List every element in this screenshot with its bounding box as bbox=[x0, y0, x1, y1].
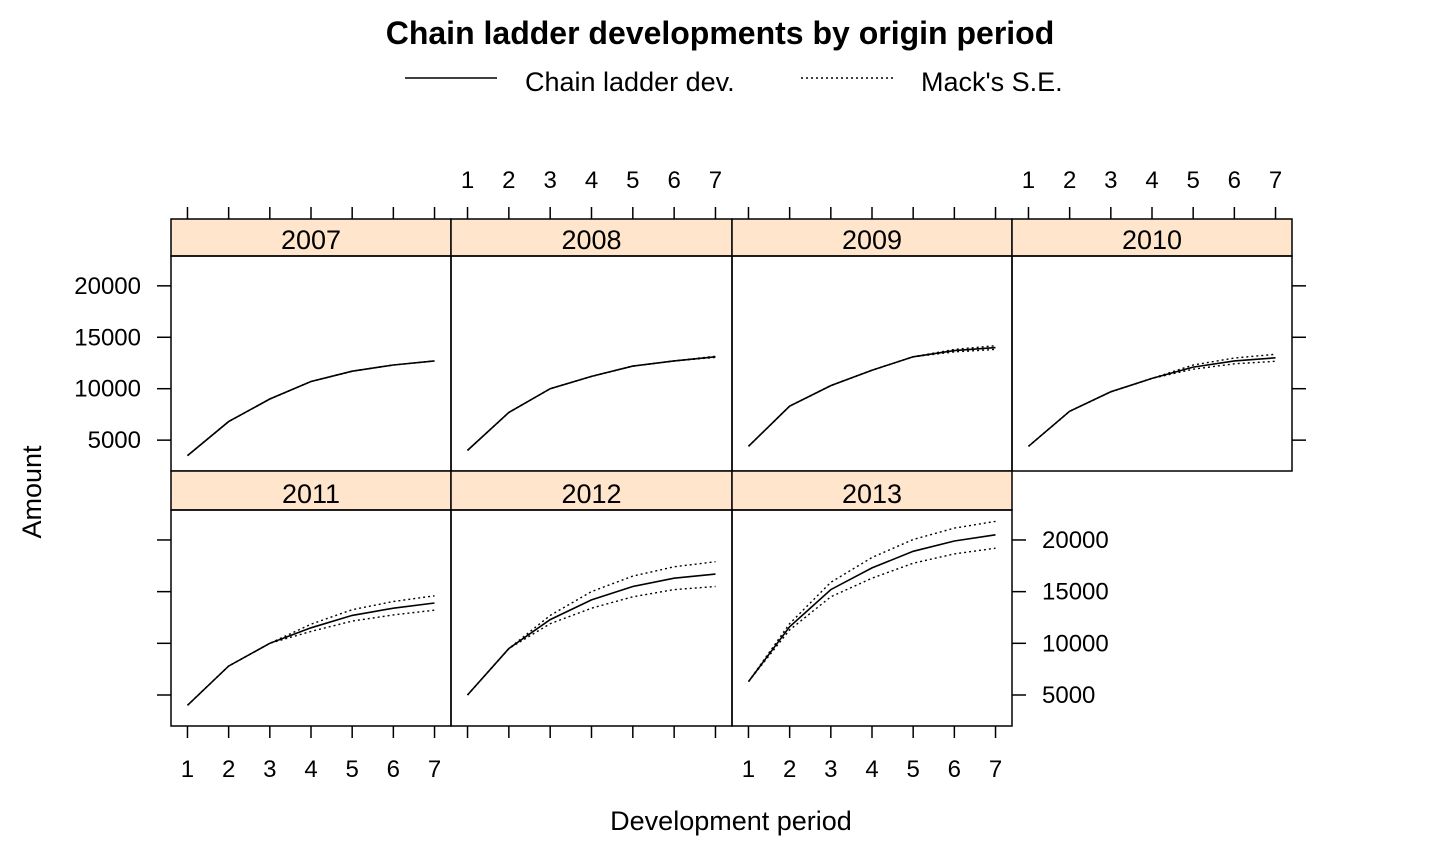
x-tick-label: 3 bbox=[543, 167, 556, 194]
x-tick-label: 7 bbox=[709, 167, 722, 194]
x-tick-label: 5 bbox=[345, 756, 358, 783]
series-line-se-upper-2010 bbox=[1028, 353, 1276, 447]
y-tick-label: 5000 bbox=[1042, 682, 1095, 709]
y-tick-label: 10000 bbox=[1042, 630, 1109, 657]
series-line-dev-2013 bbox=[747, 534, 996, 683]
x-tick-label: 1 bbox=[181, 756, 194, 783]
panel-strip-2009 bbox=[731, 218, 1013, 257]
panel-frame-2013 bbox=[731, 509, 1013, 727]
x-tick-label: 7 bbox=[1269, 167, 1282, 194]
series-line-dev-2007 bbox=[186, 360, 435, 457]
series-line-se-lower-2007 bbox=[187, 360, 435, 457]
x-tick-label: 1 bbox=[742, 756, 755, 783]
panel-frame-2008 bbox=[450, 255, 733, 472]
series-line-dev-2011 bbox=[186, 602, 435, 706]
series-line-dev-2012 bbox=[466, 573, 716, 696]
panel-strip-label-2012: 2012 bbox=[561, 479, 621, 509]
y-tick-label: 5000 bbox=[88, 427, 141, 454]
x-tick-label: 6 bbox=[1228, 167, 1241, 194]
x-tick-label: 4 bbox=[304, 756, 317, 783]
panel-grid: 2007 2008 2009 2010 2011 2012 2013 1 2 3 4 5 6 7 1 2 3 4 5… bbox=[74, 167, 1306, 783]
series-line-se-lower-2011 bbox=[187, 609, 435, 706]
x-tick-label: 6 bbox=[948, 756, 961, 783]
x-tick-label: 4 bbox=[865, 756, 878, 783]
x-tick-label: 4 bbox=[585, 167, 598, 194]
x-tick-label: 3 bbox=[263, 756, 276, 783]
x-tick-label: 7 bbox=[989, 756, 1002, 783]
x-tick-label: 7 bbox=[428, 756, 441, 783]
y-tick-label: 20000 bbox=[1042, 527, 1109, 554]
x-tick-label: 3 bbox=[1104, 167, 1117, 194]
panel-strip-label-2013: 2013 bbox=[842, 479, 902, 509]
series-line-se-upper-2013 bbox=[747, 520, 996, 683]
panel-strip-2012 bbox=[450, 470, 733, 511]
series-line-se-upper-2011 bbox=[187, 595, 435, 706]
y-axis-label: Amount bbox=[17, 445, 47, 539]
series-line-dev-2009 bbox=[747, 346, 996, 447]
series-line-se-upper-2008 bbox=[467, 355, 716, 451]
x-tick-label: 1 bbox=[1022, 167, 1035, 194]
panel-frame-2011 bbox=[170, 509, 452, 727]
x-tick-label: 6 bbox=[387, 756, 400, 783]
panel-strip-label-2009: 2009 bbox=[842, 225, 902, 255]
y-tick-label: 15000 bbox=[1042, 579, 1109, 606]
x-tick-label: 5 bbox=[1186, 167, 1199, 194]
series-line-se-upper-2012 bbox=[466, 561, 716, 696]
x-tick-label: 3 bbox=[824, 756, 837, 783]
series-line-se-lower-2010 bbox=[1028, 360, 1276, 447]
panel-strip-label-2008: 2008 bbox=[561, 225, 621, 255]
series-line-dev-2010 bbox=[1027, 357, 1276, 447]
panel-strip-label-2011: 2011 bbox=[282, 479, 340, 509]
x-tick-label: 6 bbox=[667, 167, 680, 194]
series-line-se-lower-2008 bbox=[467, 356, 716, 451]
series-line-se-upper-2007 bbox=[187, 360, 435, 457]
x-tick-label: 5 bbox=[906, 756, 919, 783]
x-tick-label: 4 bbox=[1145, 167, 1158, 194]
panel-frame-2009 bbox=[731, 255, 1013, 472]
panel-strip-label-2007: 2007 bbox=[281, 225, 341, 255]
series-line-dev-2008 bbox=[466, 356, 716, 451]
x-tick-label: 1 bbox=[461, 167, 474, 194]
chart-title: Chain ladder developments by origin peri… bbox=[386, 15, 1055, 51]
x-axis-label: Development period bbox=[610, 806, 852, 836]
series-line-se-lower-2009 bbox=[748, 348, 996, 447]
legend: Chain ladder dev. Mack's S.E. bbox=[405, 67, 1063, 97]
x-tick-label: 2 bbox=[502, 167, 515, 194]
series-line-se-lower-2012 bbox=[466, 585, 716, 696]
x-tick-label: 5 bbox=[626, 167, 639, 194]
panel-frame-2010 bbox=[1011, 255, 1293, 472]
x-tick-label: 2 bbox=[783, 756, 796, 783]
panel-strip-label-2010: 2010 bbox=[1122, 225, 1182, 255]
legend-label-macks-se: Mack's S.E. bbox=[921, 67, 1063, 97]
y-tick-label: 10000 bbox=[74, 376, 141, 403]
panel-frame-2012 bbox=[450, 509, 733, 727]
series-line-se-upper-2009 bbox=[748, 345, 996, 447]
series-line-se-lower-2013 bbox=[747, 547, 996, 683]
y-tick-label: 20000 bbox=[74, 273, 141, 300]
legend-label-chain-ladder: Chain ladder dev. bbox=[525, 67, 735, 97]
x-tick-label: 2 bbox=[222, 756, 235, 783]
y-tick-label: 15000 bbox=[74, 324, 141, 351]
x-tick-label: 2 bbox=[1063, 167, 1076, 194]
